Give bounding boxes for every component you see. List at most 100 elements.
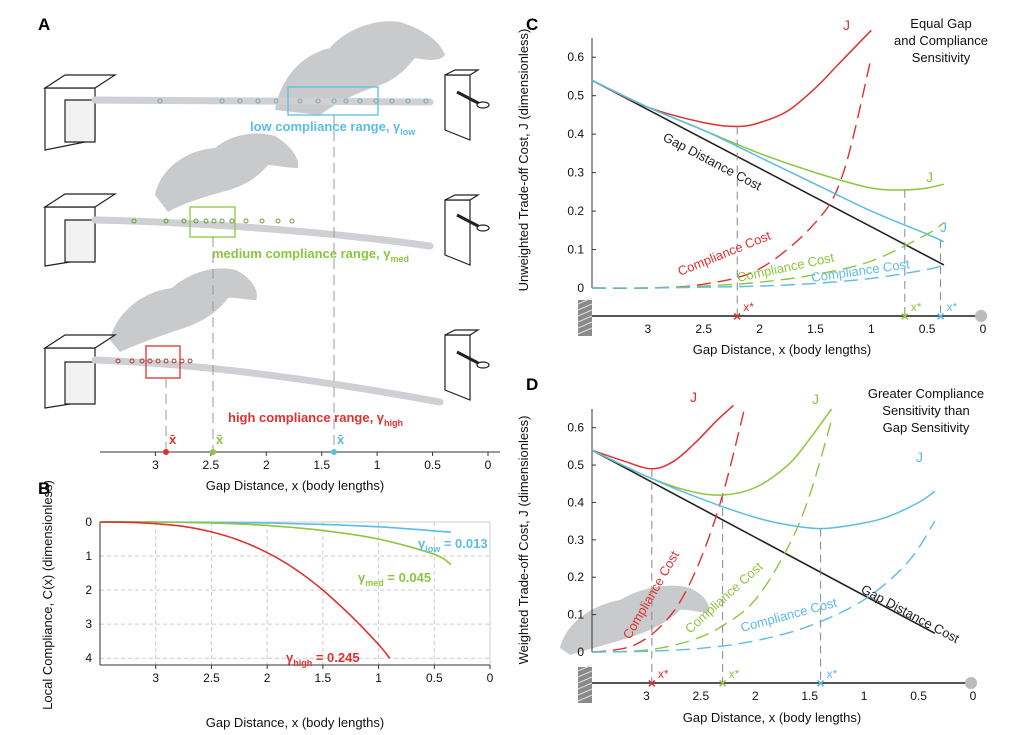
- panel-d-annotation: Greater Compliance Sensitivity than Gap Se…: [868, 386, 984, 435]
- J-label-low: J: [940, 219, 947, 235]
- compliance-cost-low: [591, 264, 945, 289]
- optimum-label-med: x*: [729, 667, 740, 681]
- panel-b-x-tick-label: 0.5: [426, 671, 443, 685]
- panel-d-x-axis-label: Gap Distance, x (body lengths): [683, 710, 861, 725]
- wall-hatch: [577, 327, 593, 335]
- optimum-label-high: x*: [743, 300, 754, 314]
- y-tick-label: 0.6: [567, 50, 584, 64]
- optimum-label-high: x*: [658, 667, 669, 681]
- squirrel-silhouette-high: [110, 268, 258, 352]
- panel-b-x-tick-label: 2.5: [203, 671, 220, 685]
- landing-post-low: [444, 69, 490, 141]
- y-tick-label: 0.1: [567, 608, 584, 622]
- panel-a: A: [38, 15, 500, 493]
- panel-b-y-tick-label: 4: [85, 651, 92, 665]
- panel-b-line-high: [99, 521, 391, 659]
- panel-b-y-tick-label: 0: [85, 515, 92, 529]
- panel-a-x-ticks: 3 2.5 2 1.5 1 0.5 0: [152, 452, 492, 472]
- compliance-cost-low: [591, 520, 936, 653]
- panel-a-tick-label: 3: [152, 458, 159, 472]
- squirrel-silhouette-leaping: [560, 585, 710, 655]
- annotation-line: Greater Compliance: [868, 386, 984, 401]
- panel-b-line-med: [99, 521, 452, 566]
- mean-marker-high: [163, 449, 169, 455]
- panel-c-annotation: Equal Gap and Compliance Sensitivity: [894, 16, 988, 65]
- y-tick-label: 0.4: [567, 127, 584, 141]
- wall-hatch: [577, 664, 593, 672]
- range-box-high: [145, 345, 181, 379]
- takeoff-platform-low: [42, 74, 118, 151]
- panel-a-tick-label: 2.5: [203, 458, 220, 472]
- y-tick-label: 0.5: [567, 89, 584, 103]
- x-tick-label: 2: [756, 322, 763, 336]
- J-label-high: J: [843, 17, 850, 33]
- panel-b-y-tick-label: 2: [85, 583, 92, 597]
- caption-high: high compliance range, γhigh: [228, 410, 403, 428]
- compliance-cost-med: [591, 420, 833, 653]
- mean-label-med: x̄: [216, 432, 224, 447]
- gap-distance-cost-label: Gap Distance Cost: [661, 129, 765, 193]
- annotation-line: and Compliance: [894, 33, 988, 48]
- branch-high: [91, 356, 444, 406]
- panel-b-label-med: γmed = 0.045: [358, 570, 431, 588]
- branch-med: [91, 216, 434, 250]
- panel-b-x-tick-label: 2: [264, 671, 271, 685]
- panel-b-axes: 3 2.5 2 1.5 1 0.5 0 0 1 2 3 4: [85, 515, 493, 685]
- panel-b-y-axis-label: Local Compliance, C(x) (dimensionless): [40, 480, 55, 710]
- total-cost-J-low: [591, 449, 936, 530]
- J-label-high: J: [690, 389, 697, 405]
- panel-c-axes: 0 0.1 0.2 0.3 0.4 0.5 0.6 3 2.5 2 1.5 1 0.5 0: [567, 38, 987, 336]
- panel-b-x-tick-label: 1.5: [315, 671, 332, 685]
- y-tick-label: 0.6: [567, 421, 584, 435]
- landing-post-med: [444, 194, 490, 266]
- mean-marker-med: [210, 449, 216, 455]
- total-cost-J-low: [591, 79, 945, 243]
- mean-marker-low: [331, 449, 337, 455]
- optimum-marker-med: ×: [719, 675, 727, 691]
- compliance-cost-med: [591, 222, 945, 289]
- panel-c: C Unweighted Trade-off Cost, J (dimensio…: [516, 15, 988, 357]
- annotation-line: Sensitivity than: [882, 403, 969, 418]
- wall-hatch: [577, 309, 593, 317]
- caption-low: low compliance range, γlow: [250, 119, 416, 137]
- panel-b-label-low: γlow = 0.013: [418, 536, 488, 554]
- caption-med: medium compliance range, γmed: [212, 246, 409, 264]
- panel-d-label: D: [526, 375, 538, 394]
- y-tick-label: 0.3: [567, 166, 584, 180]
- y-tick-label: 0: [577, 645, 584, 659]
- y-tick-label: 0: [577, 281, 584, 295]
- panel-b-y-tick-label: 3: [85, 617, 92, 631]
- takeoff-platform-high: [42, 334, 118, 409]
- takeoff-platform-med: [42, 193, 118, 267]
- x-tick-label: 1.5: [801, 689, 818, 703]
- panel-c-y-axis-label: Unweighted Trade-off Cost, J (dimensionl…: [516, 29, 531, 292]
- panel-a-tick-label: 0.5: [424, 458, 441, 472]
- gap-distance-cost-line: [591, 79, 945, 266]
- panel-b-series-labels: γlow = 0.013 γmed = 0.045 γhigh = 0.245: [286, 536, 488, 668]
- panel-a-label: A: [38, 15, 50, 34]
- J-label-low: J: [916, 449, 923, 465]
- branch-low: [91, 96, 434, 106]
- panel-c-x-axis-label: Gap Distance, x (body lengths): [693, 342, 871, 357]
- y-tick-label: 0.5: [567, 458, 584, 472]
- x-tick-label: 0.5: [919, 322, 936, 336]
- optimum-marker-high: ×: [733, 308, 741, 324]
- wall-hatch: [577, 670, 593, 678]
- panel-b-y-tick-label: 1: [85, 549, 92, 563]
- landing-target-marker: [965, 677, 977, 689]
- optimum-marker-high: ×: [648, 675, 656, 691]
- x-tick-label: 1.5: [807, 322, 824, 336]
- panel-b-x-tick-label: 3: [152, 671, 159, 685]
- x-tick-label: 2.5: [693, 689, 710, 703]
- panel-b-series: [99, 521, 452, 659]
- y-tick-label: 0.4: [567, 495, 584, 509]
- panel-b-x-axis-label: Gap Distance, x (body lengths): [206, 715, 384, 730]
- squirrel-silhouette-low: [275, 21, 445, 115]
- total-cost-J-med: [591, 79, 945, 191]
- J-label-med: J: [812, 391, 819, 407]
- x-tick-label: 2.5: [695, 322, 712, 336]
- x-tick-label: 3: [643, 689, 650, 703]
- wall-hatch: [577, 676, 593, 684]
- x-tick-label: 1: [868, 322, 875, 336]
